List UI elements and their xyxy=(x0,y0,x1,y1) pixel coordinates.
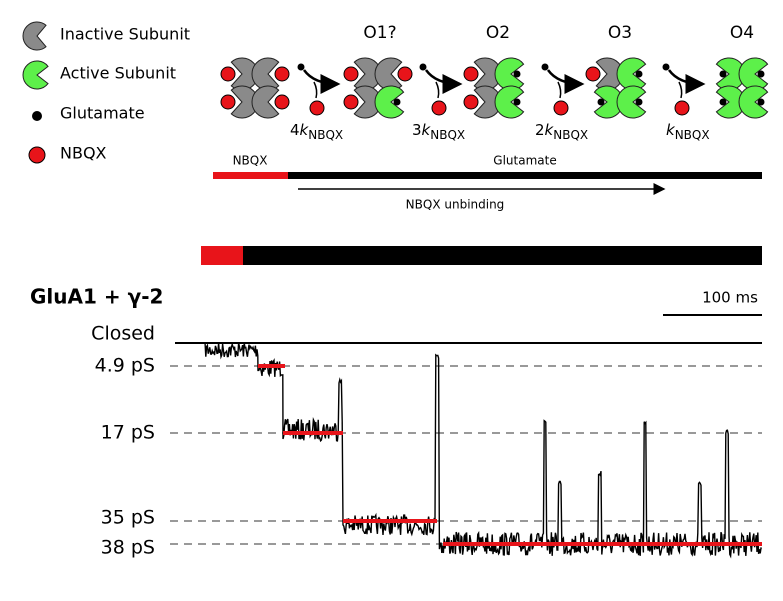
glutamate xyxy=(719,98,727,106)
legend-label: NBQX xyxy=(60,144,107,163)
glutamate xyxy=(635,98,643,106)
current-trace xyxy=(204,341,763,559)
state-label: O1? xyxy=(363,23,396,43)
release-arrow xyxy=(313,81,318,99)
glutamate-icon xyxy=(32,111,42,121)
glutamate-bar xyxy=(288,172,762,179)
trace-title: GluA1 + γ-2 xyxy=(30,285,163,309)
transition-arrow xyxy=(546,69,585,94)
glutamate xyxy=(419,63,427,71)
nbqx xyxy=(431,100,447,116)
nbqx xyxy=(343,94,359,110)
legend-label: Active Subunit xyxy=(60,64,176,83)
nbqx xyxy=(463,94,479,110)
state-label: O2 xyxy=(486,23,510,43)
glutamate xyxy=(662,63,670,71)
nbqx xyxy=(220,66,236,82)
glutamate-bar xyxy=(243,246,762,265)
subunit xyxy=(616,85,647,119)
agonist-label: Glutamate xyxy=(493,154,556,168)
legend: Inactive Subunit Active Subunit Glutamat… xyxy=(28,25,190,164)
level-label: Closed xyxy=(91,323,155,345)
rate-label: 3kNBQX xyxy=(412,121,465,142)
state-label: O3 xyxy=(608,23,632,43)
glutamate xyxy=(635,70,643,78)
release-arrow xyxy=(678,81,683,99)
nbqx xyxy=(397,66,413,82)
subunit xyxy=(22,60,49,90)
state-label: O4 xyxy=(730,23,754,43)
glutamate xyxy=(719,70,727,78)
subunit xyxy=(494,85,525,119)
level-label: 4.9 pS xyxy=(95,355,155,377)
drug-label: NBQX xyxy=(233,154,268,168)
level-label: 38 pS xyxy=(101,537,155,559)
nbqx-icon xyxy=(28,146,46,164)
level-label: 17 pS xyxy=(101,422,155,444)
rate-label: kNBQX xyxy=(666,121,710,142)
nbqx xyxy=(274,94,290,110)
subunit xyxy=(251,85,280,119)
subunit xyxy=(22,21,47,51)
transition-arrow xyxy=(667,69,706,94)
transition-arrow xyxy=(424,69,463,94)
legend-label: Inactive Subunit xyxy=(60,25,190,44)
fit-levels xyxy=(258,364,762,546)
nbqx xyxy=(343,66,359,82)
arrow-label: NBQX unbinding xyxy=(406,198,505,212)
glutamate xyxy=(597,98,605,106)
nbqx xyxy=(585,66,601,82)
transition-arrow xyxy=(302,69,341,94)
nbqx-bar xyxy=(201,246,243,265)
nbqx xyxy=(463,66,479,82)
nbqx xyxy=(553,100,569,116)
trace-line xyxy=(204,341,763,559)
subunit xyxy=(738,85,769,119)
nbqx xyxy=(220,94,236,110)
subunit xyxy=(374,85,405,119)
glutamate xyxy=(757,70,765,78)
glutamate xyxy=(757,98,765,106)
nbqx xyxy=(674,100,690,116)
release-arrow xyxy=(557,81,562,99)
glutamate xyxy=(513,70,521,78)
level-label: 35 pS xyxy=(101,507,155,529)
legend-label: Glutamate xyxy=(60,104,145,123)
glutamate xyxy=(513,98,521,106)
scale-bar-label: 100 ms xyxy=(702,289,758,307)
nbqx-bar xyxy=(213,172,288,179)
glutamate xyxy=(541,63,549,71)
glutamate xyxy=(297,63,305,71)
rate-label: 4kNBQX xyxy=(290,121,343,142)
nbqx xyxy=(274,66,290,82)
rate-label: 2kNBQX xyxy=(535,121,588,142)
nbqx xyxy=(309,100,325,116)
glutamate xyxy=(393,98,401,106)
level-lines xyxy=(170,365,762,545)
release-arrow xyxy=(435,81,440,99)
